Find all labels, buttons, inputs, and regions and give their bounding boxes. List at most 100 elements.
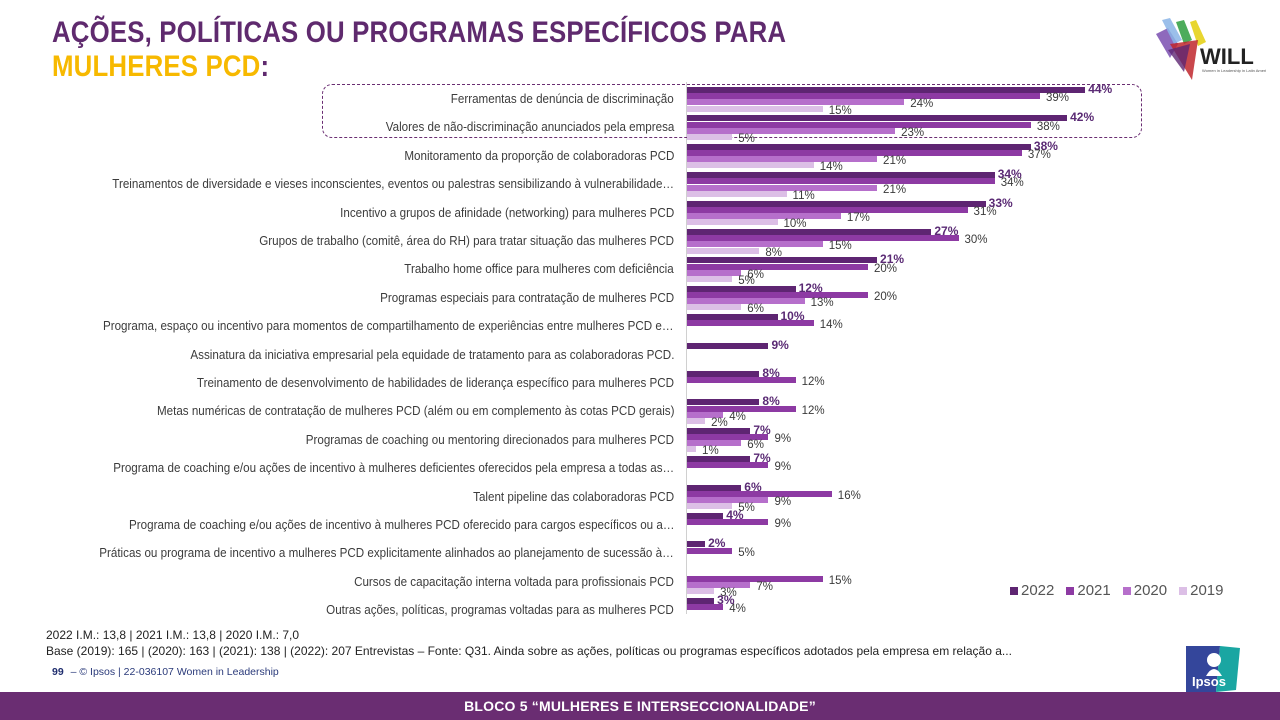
data-label-2022: 38% — [1033, 138, 1058, 153]
data-label-2020: 23% — [901, 126, 925, 139]
data-label-2020: 21% — [883, 183, 907, 196]
data-label-2022: 44% — [1088, 82, 1113, 96]
bar-2021 — [687, 292, 868, 298]
data-label-2021: 34% — [1000, 177, 1024, 190]
bar-2022 — [687, 172, 995, 179]
index-note: 2022 I.M.: 13,8 | 2021 I.M.: 13,8 | 2020… — [46, 628, 300, 642]
category-label: Programa, espaço ou incentivo para momen… — [103, 319, 674, 334]
data-label-2020: 6% — [747, 268, 764, 281]
category-label: Programa de coaching e/ou ações de incen… — [128, 518, 674, 532]
bar-2019 — [687, 219, 778, 226]
bar-2019 — [687, 418, 706, 424]
bar-2022 — [687, 456, 751, 463]
bar-2021 — [687, 235, 959, 242]
data-label-2022: 7% — [753, 422, 771, 437]
bar-2019 — [687, 503, 733, 510]
data-label-2022: 8% — [762, 394, 780, 409]
data-label-2022: 6% — [744, 479, 762, 494]
bar-2021 — [687, 178, 995, 185]
bar-2021 — [687, 576, 823, 582]
category-label: Programas especiais para contratação de … — [379, 290, 674, 305]
legend-label: 2022 — [1021, 582, 1055, 599]
legend-swatch-2021 — [1066, 586, 1075, 595]
data-label-2021: 30% — [964, 234, 988, 247]
data-label-2021: 12% — [801, 404, 825, 417]
data-label-2021: 15% — [828, 575, 852, 587]
bar-2021 — [687, 519, 769, 526]
bar-2022 — [687, 484, 742, 491]
bar-2021 — [687, 405, 796, 412]
title-line-2: MULHERES PCD: — [52, 50, 786, 84]
base-note: Base (2019): 165 | (2020): 163 | (2021):… — [46, 644, 1012, 658]
bar-2022 — [687, 143, 1031, 150]
page-dash: – — [70, 666, 77, 678]
bar-2022 — [687, 115, 1068, 122]
data-label-2019: 11% — [792, 189, 815, 202]
data-label-2022: 3% — [717, 593, 735, 608]
bar-2020 — [687, 582, 751, 589]
data-label-2022: 12% — [798, 280, 823, 295]
section-title: BLOCO 5 “MULHERES E INTERSECCIONALIDADE” — [464, 698, 816, 714]
bar-2020 — [687, 411, 724, 418]
data-label-2019: 2% — [711, 417, 728, 429]
footer-credit: 99 – © Ipsos | 22-036107 Women in Leader… — [52, 666, 279, 678]
data-label-2021: 9% — [774, 461, 792, 474]
bar-2022 — [687, 314, 778, 321]
data-label-2019: 8% — [765, 246, 783, 259]
category-label: Outras ações, políticas, programas volta… — [326, 603, 674, 618]
bar-2020 — [687, 156, 878, 163]
data-label-2019: 10% — [783, 218, 807, 231]
category-label: Incentivo a grupos de afinidade (network… — [339, 205, 674, 220]
legend-swatch-2019 — [1179, 586, 1188, 595]
data-label-2021: 20% — [874, 262, 898, 275]
bar-2021 — [687, 263, 868, 270]
category-label: Talent pipeline das colaboradoras PCD — [473, 489, 674, 504]
copyright: © Ipsos | 22-036107 Women in Leadership — [79, 666, 279, 678]
legend-swatch-2022 — [1010, 586, 1018, 595]
category-label: Monitoramento da proporção de colaborado… — [403, 148, 674, 163]
category-label: Metas numéricas de contratação de mulher… — [156, 404, 674, 419]
data-label-2020: 9% — [774, 496, 792, 508]
bar-2019 — [687, 134, 733, 140]
data-label-2019: 15% — [828, 104, 852, 117]
data-label-2019: 1% — [702, 445, 719, 458]
data-label-2022: 42% — [1070, 110, 1095, 125]
bar-chart: Ferramentas de denúncia de discriminação… — [100, 82, 1142, 618]
category-label: Trabalho home office para mulheres com d… — [404, 262, 674, 277]
data-label-2021: 20% — [874, 291, 898, 303]
bar-2021 — [687, 604, 724, 611]
data-label-2021: 4% — [729, 603, 746, 616]
data-label-2020: 15% — [828, 240, 852, 253]
category-label: Grupos de trabalho (comitê, área do RH) … — [259, 234, 674, 248]
bar-2022 — [687, 285, 796, 292]
bar-2021 — [687, 377, 796, 384]
legend-item-2019: 2019 — [1179, 582, 1224, 599]
category-label: Ferramentas de denúncia de discriminação — [451, 92, 674, 106]
data-label-2022: 10% — [780, 309, 805, 324]
data-label-2019: 6% — [747, 303, 764, 316]
legend-label: 2021 — [1077, 582, 1111, 599]
legend-item-2020: 2020 — [1122, 582, 1167, 599]
bar-2022 — [687, 87, 1086, 93]
data-label-2022: 27% — [934, 224, 959, 238]
bar-2020 — [687, 298, 805, 305]
bar-2022 — [687, 598, 715, 605]
bar-2022 — [687, 541, 706, 548]
chart-notes: 2022 I.M.: 13,8 | 2021 I.M.: 13,8 | 2020… — [46, 627, 1012, 659]
data-label-2020: 24% — [910, 98, 934, 111]
data-label-2021: 39% — [1045, 92, 1069, 105]
bar-2022 — [687, 342, 769, 349]
bar-2021 — [687, 434, 769, 440]
data-label-2019: 5% — [738, 275, 755, 287]
title-colon: : — [260, 50, 270, 83]
data-label-2021: 14% — [819, 319, 843, 332]
data-label-2021: 5% — [738, 546, 755, 559]
data-label-2019: 14% — [819, 161, 843, 174]
bar-2022 — [687, 399, 760, 406]
data-label-2020: 4% — [729, 410, 746, 423]
bar-2019 — [687, 588, 715, 595]
will-logo: WILL Women in Leadership in Latin Americ… — [1156, 18, 1266, 80]
data-label-2019: 5% — [738, 133, 755, 145]
legend-item-2022: 2022 — [1010, 582, 1054, 599]
will-logo-text: WILL — [1200, 44, 1254, 69]
